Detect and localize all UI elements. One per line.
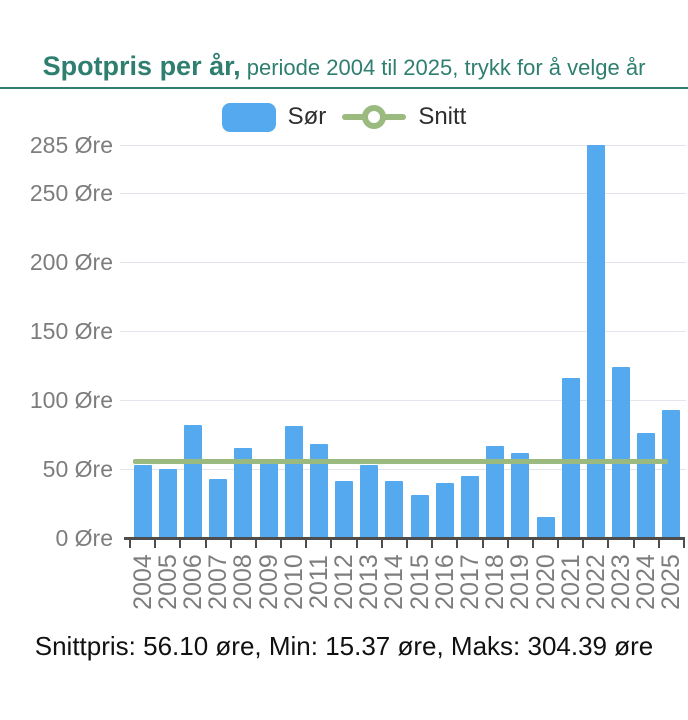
- x-axis-label-2021[interactable]: 2021: [556, 554, 585, 610]
- legend-item-sor[interactable]: Sør: [221, 102, 327, 132]
- x-axis-label-2023[interactable]: 2023: [607, 554, 636, 610]
- x-axis-label-2005[interactable]: 2005: [153, 554, 182, 610]
- average-line: [133, 458, 668, 464]
- x-axis-tick: [657, 538, 660, 548]
- y-axis-label-150: 150 Øre: [29, 318, 113, 345]
- bar-2005[interactable]: [158, 469, 177, 538]
- gridline-100: [120, 400, 686, 402]
- x-axis-label-2019[interactable]: 2019: [506, 554, 535, 610]
- y-axis-label-200: 200 Øre: [29, 249, 113, 276]
- bar-2022[interactable]: [586, 145, 605, 538]
- bar-2008[interactable]: [234, 448, 253, 538]
- x-axis-tick: [179, 538, 182, 548]
- bar-2004[interactable]: [133, 464, 152, 538]
- x-axis-tick: [129, 538, 131, 548]
- x-axis-label-2007[interactable]: 2007: [204, 554, 233, 610]
- x-axis-label-2018[interactable]: 2018: [481, 554, 510, 610]
- x-axis-tick: [254, 538, 257, 548]
- gridline-150: [120, 331, 686, 333]
- bar-series-swatch-icon: [221, 102, 276, 132]
- title-divider: [0, 87, 688, 89]
- x-axis-label-2014[interactable]: 2014: [380, 554, 409, 610]
- y-axis-label-0: 0 Øre: [55, 525, 113, 551]
- x-axis-tick: [406, 538, 408, 548]
- x-axis-label-2020[interactable]: 2020: [531, 554, 560, 610]
- chart-title-main: Spotpris per år,: [42, 51, 241, 81]
- x-axis-tick: [280, 538, 283, 548]
- x-axis-tick: [330, 538, 333, 548]
- y-axis-label-100: 100 Øre: [29, 387, 113, 414]
- x-axis-tick: [204, 538, 207, 548]
- legend-label-sor: Sør: [287, 103, 327, 130]
- legend-label-snitt: Snitt: [418, 103, 467, 130]
- x-axis-tick: [456, 538, 459, 548]
- gridline-200: [120, 262, 686, 264]
- bar-2016[interactable]: [435, 482, 454, 538]
- x-axis-tick: [607, 538, 610, 548]
- bar-2020[interactable]: [536, 516, 555, 538]
- x-axis-tick: [154, 538, 157, 548]
- x-axis-tick: [355, 538, 358, 548]
- x-axis-tick: [531, 538, 534, 548]
- chart-title-subtitle: periode 2004 til 2025, trykk for å velge…: [240, 55, 646, 80]
- x-axis-label-2004[interactable]: 2004: [128, 554, 157, 610]
- x-axis-label-2011[interactable]: 2011: [304, 555, 333, 609]
- bar-2014[interactable]: [385, 481, 404, 538]
- x-axis-tick: [557, 538, 560, 548]
- x-axis-tick: [305, 538, 308, 548]
- x-axis-label-2022[interactable]: 2022: [581, 554, 610, 610]
- x-axis-label-2008[interactable]: 2008: [229, 554, 258, 610]
- x-axis-tick: [632, 538, 635, 548]
- y-axis-label-250: 250 Øre: [29, 180, 113, 207]
- gridline-50: [120, 469, 686, 471]
- y-axis-label-285: 285 Øre: [29, 132, 113, 158]
- x-axis-tick: [683, 538, 685, 548]
- bar-2017[interactable]: [460, 475, 479, 538]
- x-axis-label-2010[interactable]: 2010: [279, 554, 308, 610]
- gridline-250: [120, 193, 686, 195]
- x-axis-label-2016[interactable]: 2016: [430, 554, 459, 610]
- bar-2025[interactable]: [662, 409, 681, 538]
- x-axis-label-2012[interactable]: 2012: [330, 554, 359, 610]
- x-axis-tick: [582, 538, 585, 548]
- bar-2023[interactable]: [612, 367, 631, 538]
- bar-2006[interactable]: [183, 424, 202, 538]
- x-axis-label-2015[interactable]: 2015: [405, 554, 434, 610]
- bar-2007[interactable]: [209, 478, 228, 538]
- x-axis-label-2006[interactable]: 2006: [178, 554, 207, 610]
- x-axis-tick: [229, 538, 232, 548]
- x-axis-label-2009[interactable]: 2009: [254, 554, 283, 610]
- chart-legend: Sør Snitt: [0, 99, 688, 135]
- average-line-marker-icon: [342, 104, 407, 130]
- bar-2024[interactable]: [637, 433, 656, 538]
- stats-summary-text: Snittpris: 56.10 øre, Min: 15.37 øre, Ma…: [34, 631, 654, 661]
- bar-2021[interactable]: [561, 378, 580, 538]
- legend-item-snitt[interactable]: Snitt: [342, 103, 466, 131]
- x-axis-label-2013[interactable]: 2013: [355, 554, 384, 610]
- x-axis-label-2024[interactable]: 2024: [632, 554, 661, 610]
- bar-2011[interactable]: [309, 444, 328, 538]
- bar-2009[interactable]: [259, 459, 278, 538]
- x-axis-tick: [380, 538, 383, 548]
- bar-2012[interactable]: [335, 481, 354, 538]
- gridline-285: [120, 145, 686, 146]
- chart-title: Spotpris per år, periode 2004 til 2025, …: [0, 49, 688, 88]
- bar-2010[interactable]: [284, 426, 303, 538]
- x-axis-label-2025[interactable]: 2025: [657, 554, 686, 610]
- x-axis-tick: [431, 538, 434, 548]
- y-axis-label-50: 50 Øre: [42, 456, 113, 483]
- x-axis-tick: [506, 538, 509, 548]
- bar-2018[interactable]: [486, 445, 505, 538]
- bar-2013[interactable]: [360, 464, 379, 538]
- x-axis-tick: [481, 538, 484, 548]
- x-axis-line: [124, 537, 685, 540]
- bar-2015[interactable]: [410, 495, 429, 538]
- x-axis-label-2017[interactable]: 2017: [455, 554, 484, 610]
- bar-2019[interactable]: [511, 452, 530, 538]
